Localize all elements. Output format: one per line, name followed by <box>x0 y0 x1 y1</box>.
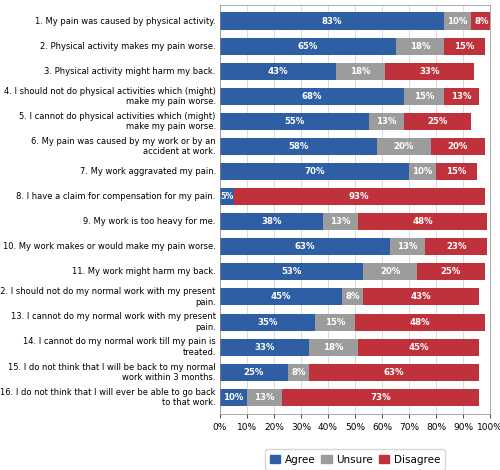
Bar <box>358 213 488 230</box>
Bar <box>436 163 476 180</box>
Bar <box>355 313 484 330</box>
Text: 20%: 20% <box>448 142 468 151</box>
Text: 13%: 13% <box>376 117 396 126</box>
Bar <box>430 138 484 155</box>
Bar <box>220 163 409 180</box>
Bar <box>220 113 368 130</box>
Bar <box>368 113 404 130</box>
Text: 8%: 8% <box>345 292 360 301</box>
Bar <box>404 88 444 105</box>
Bar <box>417 263 484 281</box>
Text: 10%: 10% <box>224 393 244 402</box>
Bar <box>322 213 358 230</box>
Bar <box>220 313 314 330</box>
Bar <box>314 313 355 330</box>
Bar <box>444 13 471 30</box>
Bar <box>471 13 492 30</box>
Bar <box>425 238 488 255</box>
Text: 45%: 45% <box>408 343 428 352</box>
Text: 8%: 8% <box>291 368 306 377</box>
Legend: Agree, Unsure, Disagree: Agree, Unsure, Disagree <box>265 449 445 470</box>
Bar <box>220 138 376 155</box>
Bar <box>336 63 384 80</box>
Bar <box>220 263 363 281</box>
Text: 33%: 33% <box>254 343 275 352</box>
Bar <box>444 88 479 105</box>
Bar <box>358 338 479 356</box>
Text: 13%: 13% <box>330 217 350 226</box>
Text: 43%: 43% <box>268 67 288 76</box>
Text: 43%: 43% <box>411 292 432 301</box>
Bar <box>220 364 288 381</box>
Bar <box>404 113 471 130</box>
Text: 63%: 63% <box>295 242 316 251</box>
Text: 13%: 13% <box>452 92 472 101</box>
Bar <box>220 188 234 205</box>
Text: 25%: 25% <box>427 117 448 126</box>
Bar <box>363 263 417 281</box>
Bar <box>220 389 247 406</box>
Bar <box>220 88 404 105</box>
Text: 20%: 20% <box>394 142 414 151</box>
Text: 55%: 55% <box>284 117 304 126</box>
Text: 65%: 65% <box>298 41 318 51</box>
Text: 48%: 48% <box>412 217 433 226</box>
Text: 10%: 10% <box>412 167 432 176</box>
Text: 23%: 23% <box>446 242 466 251</box>
Text: 15%: 15% <box>414 92 434 101</box>
Bar <box>444 38 484 55</box>
Text: 70%: 70% <box>304 167 325 176</box>
Bar <box>396 38 444 55</box>
Text: 48%: 48% <box>410 318 430 327</box>
Text: 58%: 58% <box>288 142 308 151</box>
Text: 13%: 13% <box>398 242 418 251</box>
Bar <box>363 289 479 306</box>
Bar <box>247 389 282 406</box>
Bar <box>288 364 309 381</box>
Text: 25%: 25% <box>244 368 264 377</box>
Bar <box>220 238 390 255</box>
Bar <box>220 38 396 55</box>
Bar <box>220 213 322 230</box>
Bar <box>309 364 479 381</box>
Text: 18%: 18% <box>410 41 430 51</box>
Text: 45%: 45% <box>270 292 291 301</box>
Bar <box>234 188 484 205</box>
Text: 13%: 13% <box>254 393 275 402</box>
Text: 33%: 33% <box>419 67 440 76</box>
Text: 83%: 83% <box>322 16 342 25</box>
Bar <box>220 289 342 306</box>
Text: 38%: 38% <box>261 217 281 226</box>
Text: 15%: 15% <box>446 167 466 176</box>
Bar <box>409 163 436 180</box>
Text: 18%: 18% <box>350 67 370 76</box>
Bar <box>390 238 425 255</box>
Text: 53%: 53% <box>282 267 302 276</box>
Text: 93%: 93% <box>349 192 370 201</box>
Bar <box>282 389 479 406</box>
Text: 68%: 68% <box>302 92 322 101</box>
Text: 25%: 25% <box>440 267 461 276</box>
Bar <box>384 63 474 80</box>
Text: 73%: 73% <box>370 393 391 402</box>
Bar <box>220 338 309 356</box>
Bar <box>309 338 358 356</box>
Text: 15%: 15% <box>324 318 345 327</box>
Text: 10%: 10% <box>448 16 468 25</box>
Text: 63%: 63% <box>384 368 404 377</box>
Text: 35%: 35% <box>257 318 278 327</box>
Bar <box>220 13 444 30</box>
Text: 18%: 18% <box>323 343 344 352</box>
Text: 15%: 15% <box>454 41 474 51</box>
Text: 20%: 20% <box>380 267 400 276</box>
Bar <box>376 138 430 155</box>
Bar <box>220 63 336 80</box>
Text: 5%: 5% <box>220 192 234 201</box>
Text: 8%: 8% <box>474 16 489 25</box>
Bar <box>342 289 363 306</box>
